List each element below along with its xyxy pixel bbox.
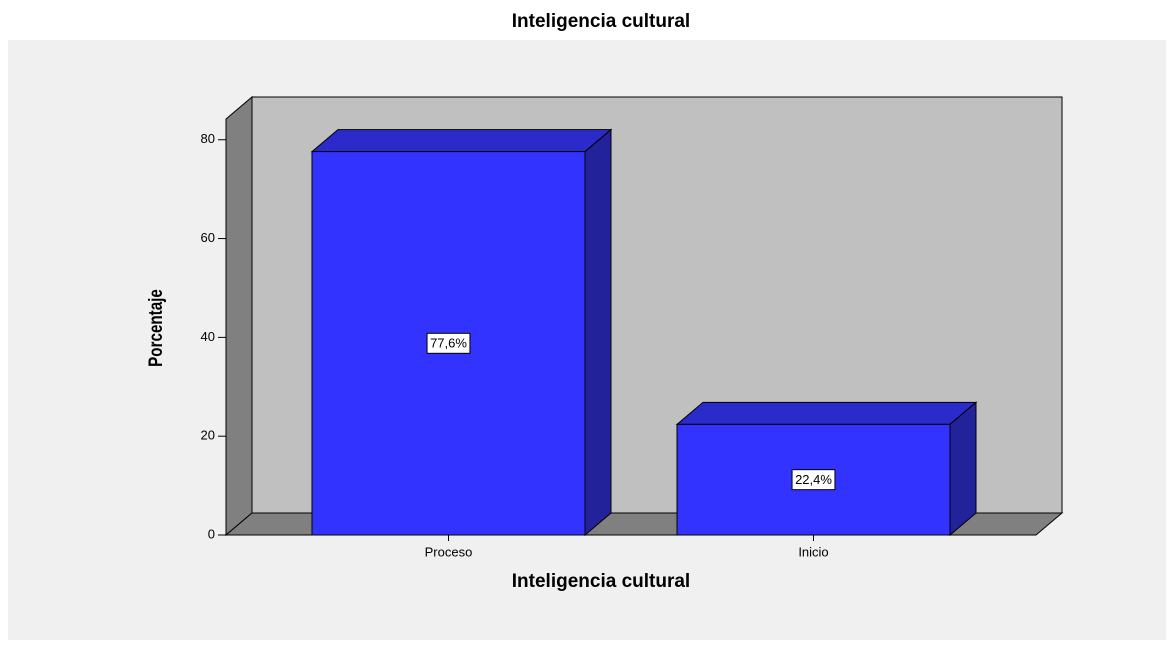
bar-side bbox=[584, 128, 612, 537]
bar-top bbox=[310, 129, 613, 153]
y-tick-label: 0 bbox=[208, 526, 215, 541]
value-label: 77,6% bbox=[430, 336, 467, 351]
chart-title: Inteligencia cultural bbox=[512, 11, 690, 32]
left-wall bbox=[225, 95, 253, 537]
value-label-box bbox=[791, 469, 836, 491]
x-tick-label: Inicio bbox=[798, 544, 828, 559]
y-tick-label: 60 bbox=[201, 230, 215, 245]
y-tick-label: 80 bbox=[201, 131, 215, 146]
y-axis-title: Porcentaje bbox=[144, 289, 166, 367]
x-axis-title: Inteligencia cultural bbox=[512, 571, 690, 592]
bar-top bbox=[675, 401, 978, 425]
bar-side bbox=[949, 401, 977, 537]
y-tick-label: 40 bbox=[201, 329, 215, 344]
y-tick-label: 20 bbox=[201, 428, 215, 443]
x-tick-label: Proceso bbox=[425, 544, 473, 559]
value-label: 22,4% bbox=[795, 472, 832, 487]
value-label-box bbox=[426, 332, 471, 354]
